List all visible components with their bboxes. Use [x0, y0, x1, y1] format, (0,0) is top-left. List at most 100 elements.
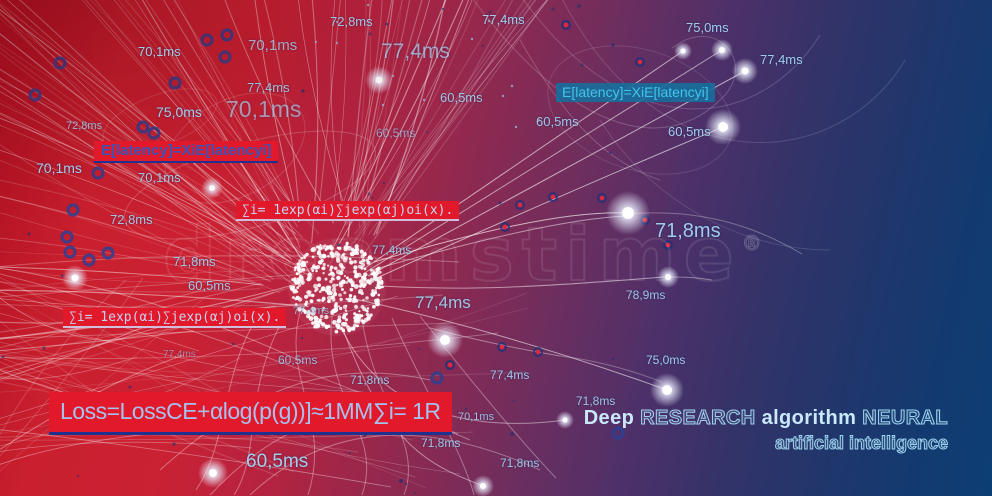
node-red	[637, 59, 643, 65]
node-ring	[66, 203, 80, 217]
latency-label: 70,1ms	[458, 411, 495, 423]
latency-label: 72,8ms	[110, 212, 153, 227]
node-red	[499, 344, 505, 350]
glow-dot-core	[662, 385, 672, 395]
glow-dot-core	[209, 185, 215, 191]
glow-dot-core	[480, 483, 486, 489]
node-red-ring	[663, 240, 673, 250]
node-ring	[218, 50, 232, 64]
node-ring	[28, 88, 42, 102]
branding-word: Deep	[583, 407, 641, 429]
latency-label: 60,5ms	[668, 124, 711, 139]
latency-label: 71,8ms	[350, 373, 390, 387]
branding-line2: artificial intelligence	[774, 433, 948, 454]
latency-label: 60,5ms	[246, 451, 309, 472]
latency-label: 77,4ms	[490, 368, 530, 382]
node-ring	[220, 28, 234, 42]
latency-label: 70,1ms	[138, 170, 181, 185]
node-red-ring	[500, 222, 510, 232]
glow-dot-core	[375, 76, 383, 84]
node-ring	[91, 166, 105, 180]
node-red	[502, 224, 508, 230]
glow-dot-core	[680, 48, 686, 54]
glow-dot-core	[209, 469, 217, 477]
node-red	[447, 362, 453, 368]
latency-label: 60,5ms	[188, 278, 231, 293]
node-red-ring	[515, 200, 525, 210]
node-red	[550, 194, 556, 200]
glow-dot-core	[741, 67, 749, 75]
latency-label: 78,9ms	[626, 288, 666, 302]
node-red-ring	[533, 347, 543, 357]
latency-label: 70,1ms	[226, 96, 302, 122]
latency-label: 60,5ms	[536, 114, 579, 129]
formula-loss: Loss=LossCE+αlog(p(g))]≈1MM∑i= 1R	[49, 392, 452, 435]
glow-dot-core	[718, 122, 728, 132]
latency-label: 77,4ms	[163, 349, 196, 360]
node-red-ring	[445, 360, 455, 370]
latency-label: 75,0ms	[686, 20, 729, 35]
node-red	[599, 195, 605, 201]
node-ring	[200, 33, 214, 47]
node-ring	[147, 126, 161, 140]
node-ring	[60, 230, 74, 244]
orbit-ellipse	[164, 92, 306, 204]
node-red-ring	[548, 192, 558, 202]
latency-label: 71,8ms	[576, 394, 616, 408]
branding-word: algorithm	[755, 407, 863, 429]
latency-label: 72,8ms	[66, 120, 103, 132]
glow-dot-core	[622, 207, 634, 219]
node-ring	[430, 371, 444, 385]
node-ring	[101, 246, 115, 260]
orbit-ellipse	[124, 130, 376, 240]
latency-label: 77,4ms	[482, 12, 525, 27]
latency-label: 77,4ms	[372, 243, 412, 257]
latency-label: 72,8ms	[330, 14, 373, 29]
branding-line1: Deep RESEARCH algorithm NEURAL	[584, 407, 948, 430]
node-red	[665, 242, 671, 248]
latency-label: 60,5ms	[278, 353, 318, 367]
latency-label: 70,1ms	[36, 160, 82, 176]
latency-label: 71,8ms	[173, 254, 216, 269]
latency-label: 77,4ms	[381, 40, 450, 63]
latency-label: 71,8ms	[500, 456, 540, 470]
latency-label: 77,4ms	[293, 305, 330, 317]
glow-dot-core	[440, 335, 450, 345]
node-red-ring	[561, 20, 571, 30]
formula-softmax-top: ∑i= 1exp(αi)∑jexp(αj)oi(x).	[236, 201, 460, 221]
latency-label: 77,4ms	[247, 80, 290, 95]
branding-block: Deep RESEARCH algorithm NEURAL artificia…	[584, 407, 949, 454]
node-red-ring	[497, 342, 507, 352]
glow-dot-core	[665, 274, 671, 280]
node-ring	[611, 426, 625, 440]
formula-latency-left: E[latency]=XiE[latencyi]	[94, 141, 279, 163]
latency-label: 70,1ms	[248, 37, 298, 54]
latency-label: 77,4ms	[760, 52, 803, 67]
glow-dot-core	[562, 417, 568, 423]
glow-dots-group	[62, 39, 758, 496]
latency-label: 71,8ms	[655, 220, 721, 242]
latency-label: 75,0ms	[646, 353, 686, 367]
formula-softmax-left: ∑i= 1exp(αi)∑jexp(αj)oi(x).	[63, 308, 287, 328]
node-red	[563, 22, 569, 28]
latency-label: 60,5ms	[376, 126, 416, 140]
latency-label: 71,8ms	[421, 436, 461, 450]
node-ring	[82, 253, 96, 267]
node-ring	[168, 76, 182, 90]
node-red-ring	[635, 57, 645, 67]
latency-label: 75,0ms	[156, 104, 202, 120]
latency-label: 60,5ms	[440, 90, 483, 105]
node-red	[535, 349, 541, 355]
branding-word: NEURAL	[862, 407, 948, 430]
speck-dots-group	[1, 3, 615, 494]
glow-dot-core	[719, 47, 725, 53]
latency-label: 77,4ms	[415, 293, 471, 312]
glow-dot-core	[71, 274, 79, 282]
data-sphere	[288, 238, 386, 336]
node-red-ring	[597, 193, 607, 203]
formula-latency-right: E[latency]=XiE[latencyi]	[556, 83, 715, 102]
latency-label: 70,1ms	[138, 44, 181, 59]
node-ring	[63, 245, 77, 259]
